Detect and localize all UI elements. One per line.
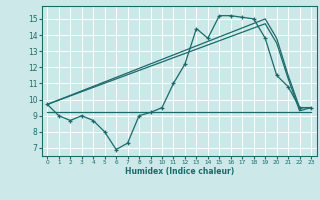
X-axis label: Humidex (Indice chaleur): Humidex (Indice chaleur) bbox=[124, 167, 234, 176]
